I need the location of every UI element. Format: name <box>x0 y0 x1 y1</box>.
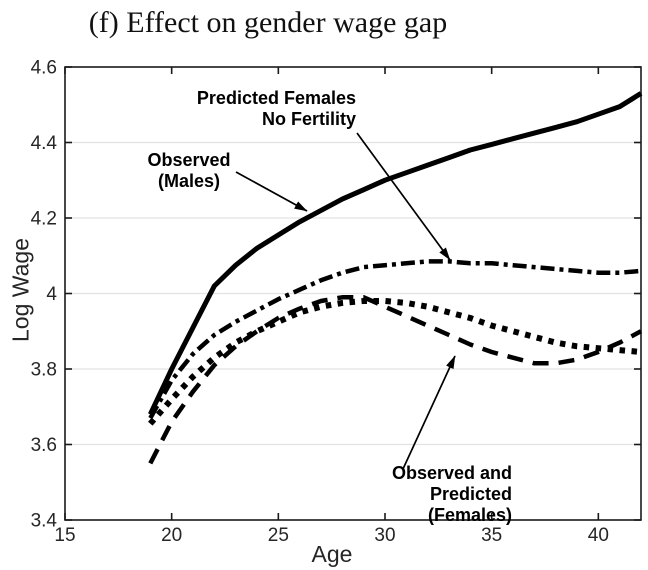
x-tick-label: 35 <box>481 525 502 546</box>
y-tick-label: 3.8 <box>31 360 57 381</box>
annotation-predicted-females-no-fertility: Predicted Females No Fertility <box>196 88 356 129</box>
y-tick-label: 4.6 <box>31 58 57 79</box>
series-line-dashed <box>148 295 643 465</box>
series-line-dashdot <box>148 259 642 420</box>
y-tick-label: 4.4 <box>31 133 58 154</box>
chart-title: (f) Effect on gender wage gap <box>88 6 448 39</box>
series-line-solid <box>148 91 643 416</box>
gridlines <box>65 141 641 446</box>
axis-ticks: 15 20 25 30 35 40 3.4 3.6 3.8 4 4.2 4.4 4.6 <box>31 58 641 546</box>
y-tick-label: 4.2 <box>31 209 57 230</box>
y-tick-label: 3.6 <box>31 435 57 456</box>
x-tick-label: 15 <box>54 525 75 546</box>
annotation-observed-males: Observed (Males) <box>147 150 231 191</box>
annotation-arrow <box>356 132 451 261</box>
x-tick-label: 40 <box>588 525 609 546</box>
annotation-arrow <box>402 355 456 470</box>
annotation-arrow <box>235 171 308 212</box>
y-tick-label: 3.4 <box>31 511 58 532</box>
x-tick-label: 30 <box>374 525 395 546</box>
x-tick-label: 20 <box>161 525 182 546</box>
y-tick-label: 4 <box>46 284 57 305</box>
y-axis-label: Log Wage <box>7 238 34 342</box>
x-axis-label: Age <box>311 541 353 567</box>
x-tick-label: 25 <box>268 525 289 546</box>
annotation-observed-and-predicted-females: Observed and Predicted (Females) <box>391 463 512 525</box>
